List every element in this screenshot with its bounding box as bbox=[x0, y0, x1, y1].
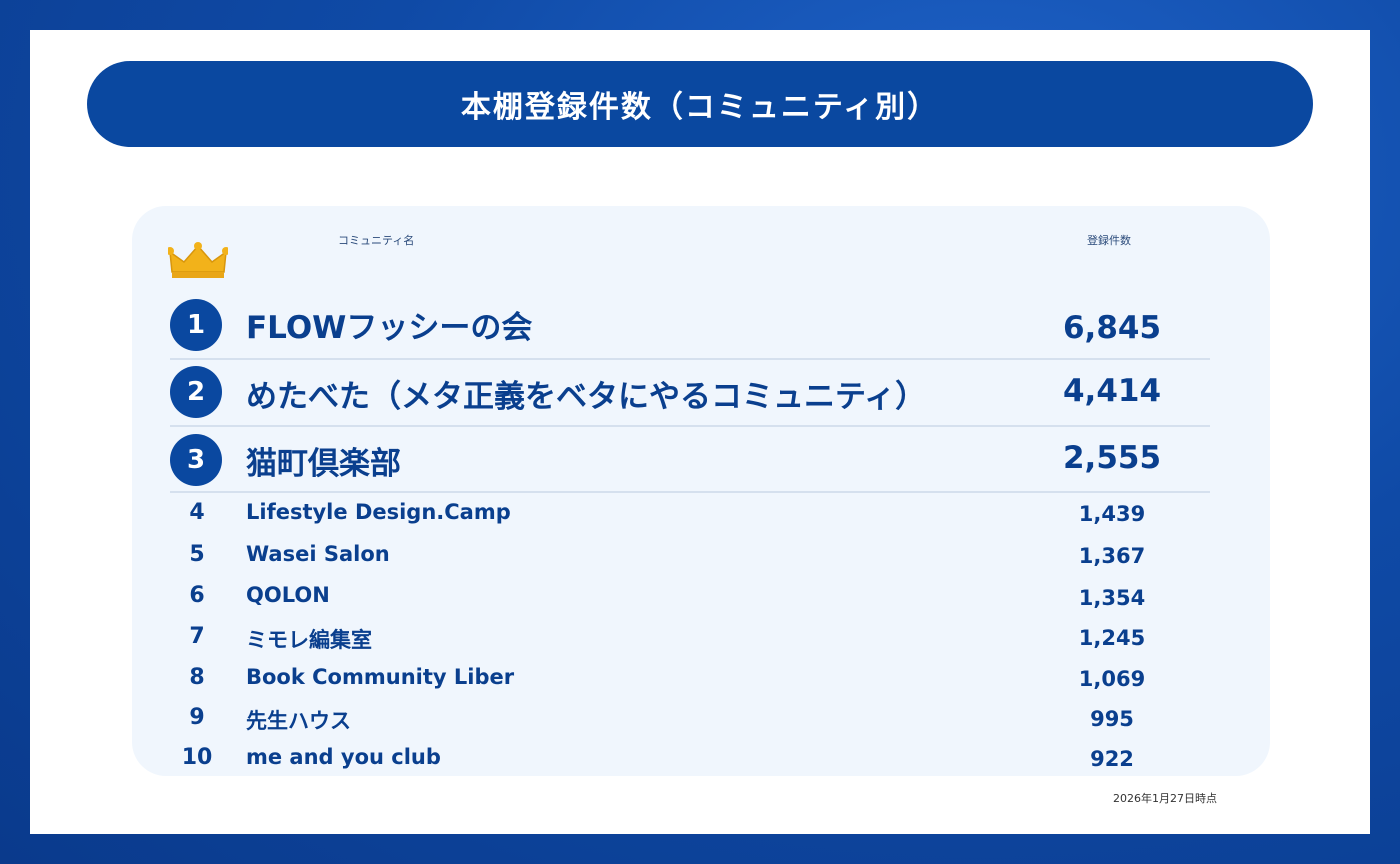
content-card: 本棚登録件数（コミュニティ別） コミュニティ名 登録件数 1 FLOWフッシーの… bbox=[30, 30, 1370, 834]
rank-badge: 2 bbox=[170, 366, 222, 418]
as-of-date: 2026年1月27日時点 bbox=[1113, 792, 1217, 805]
community-name: QOLON bbox=[246, 583, 330, 607]
registration-count: 4,414 bbox=[1062, 373, 1162, 409]
registration-count: 2,555 bbox=[1062, 440, 1162, 476]
rank-badge: 1 bbox=[170, 299, 222, 351]
column-header-count: 登録件数 bbox=[1087, 234, 1131, 247]
rank-number: 6 bbox=[189, 583, 205, 608]
row-divider bbox=[170, 425, 1210, 427]
community-name: FLOWフッシーの会 bbox=[246, 310, 533, 346]
rank-badge: 3 bbox=[170, 434, 222, 486]
community-name: me and you club bbox=[246, 745, 441, 769]
community-name: めたべた（メタ正義をベタにやるコミュニティ） bbox=[246, 379, 927, 415]
registration-count: 1,367 bbox=[1078, 544, 1146, 568]
registration-count: 995 bbox=[1090, 707, 1134, 731]
crown-icon bbox=[168, 242, 228, 278]
ranking-panel: コミュニティ名 登録件数 1 FLOWフッシーの会 6,845 2 めたべた（メ… bbox=[132, 206, 1270, 776]
community-name: ミモレ編集室 bbox=[246, 628, 372, 652]
community-name: 猫町倶楽部 bbox=[246, 446, 401, 482]
rank-number: 8 bbox=[189, 665, 205, 690]
community-name: Lifestyle Design.Camp bbox=[246, 500, 511, 524]
registration-count: 1,245 bbox=[1078, 626, 1146, 650]
row-divider bbox=[170, 358, 1210, 360]
registration-count: 1,439 bbox=[1078, 502, 1146, 526]
rank-number: 10 bbox=[181, 745, 213, 770]
rank-number: 5 bbox=[189, 542, 205, 567]
row-divider bbox=[170, 491, 1210, 493]
registration-count: 1,354 bbox=[1078, 586, 1146, 610]
page-title: 本棚登録件数（コミュニティ別） bbox=[87, 61, 1313, 147]
rank-number: 9 bbox=[189, 705, 205, 730]
registration-count: 922 bbox=[1090, 747, 1134, 771]
column-header-name: コミュニティ名 bbox=[338, 234, 415, 247]
community-name: 先生ハウス bbox=[246, 709, 351, 733]
registration-count: 6,845 bbox=[1062, 310, 1162, 346]
rank-number: 7 bbox=[189, 624, 205, 649]
community-name: Wasei Salon bbox=[246, 542, 390, 566]
registration-count: 1,069 bbox=[1078, 667, 1146, 691]
rank-number: 4 bbox=[189, 500, 205, 525]
community-name: Book Community Liber bbox=[246, 665, 515, 689]
